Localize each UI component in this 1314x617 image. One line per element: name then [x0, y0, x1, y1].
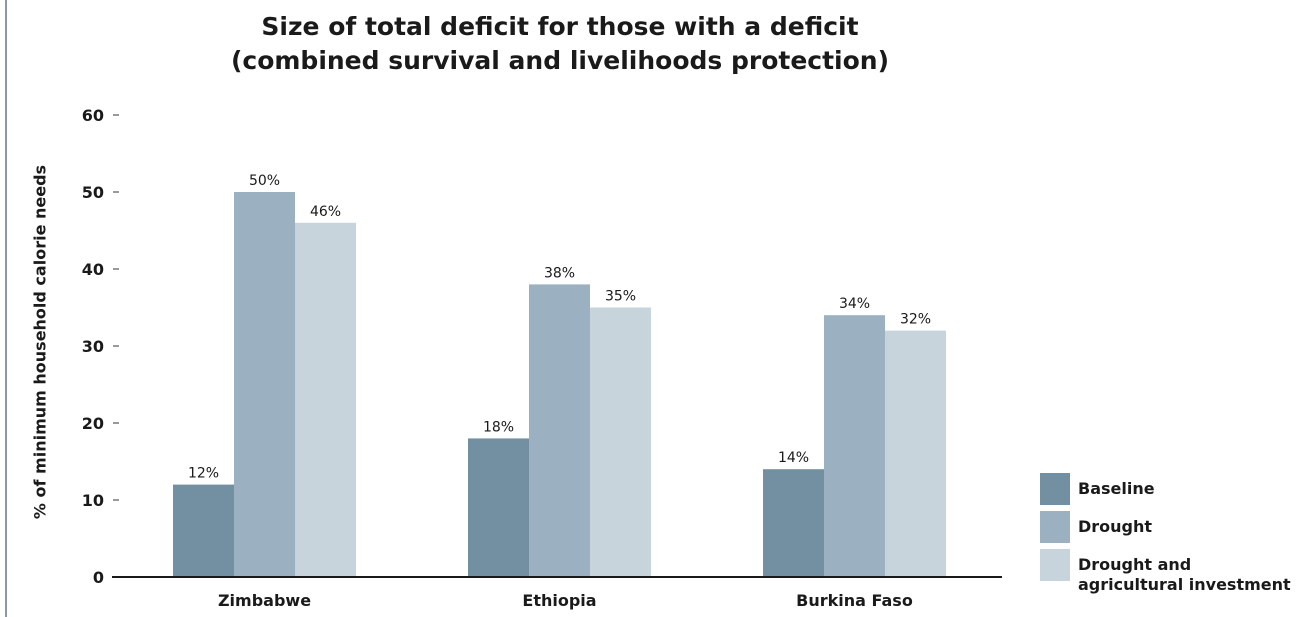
legend-item-baseline: Baseline — [1040, 473, 1310, 511]
bar-3-1 — [763, 469, 824, 577]
legend-swatch-baseline — [1040, 473, 1070, 505]
legend-item-drought-agri: Drought and agricultural investment — [1040, 549, 1310, 594]
legend-label-baseline: Baseline — [1078, 479, 1155, 498]
data-label-2-1: 18% — [483, 419, 514, 435]
bar-1-3 — [295, 222, 356, 578]
x-category-label-1: Zimbabwe — [218, 591, 311, 610]
data-label-3-3: 32% — [900, 312, 931, 328]
y-tick-label-60: 60 — [82, 106, 104, 125]
data-label-1-3: 46% — [310, 204, 341, 220]
chart-title: Size of total deficit for those with a d… — [0, 10, 1120, 78]
legend-label-drought: Drought — [1078, 517, 1153, 536]
legend-label-drought-agri-line-2: agricultural investment — [1078, 575, 1291, 594]
legend-swatch-drought — [1040, 511, 1070, 543]
chart-title-line-2: (combined survival and livelihoods prote… — [230, 46, 890, 75]
chart-title-line-1: Size of total deficit for those with a d… — [261, 12, 859, 41]
legend: Baseline Drought Drought and agricultura… — [1040, 473, 1310, 594]
legend-item-drought: Drought — [1040, 511, 1310, 549]
y-tick-label-20: 20 — [82, 414, 104, 433]
bar-2-2 — [529, 284, 590, 577]
data-label-2-2: 38% — [544, 265, 575, 281]
legend-swatch-drought-agri — [1040, 549, 1070, 581]
y-tick-label-30: 30 — [82, 337, 104, 356]
bar-2-1 — [468, 438, 529, 577]
data-label-3-2: 34% — [839, 296, 870, 312]
left-border-rule — [5, 0, 7, 617]
data-label-1-2: 50% — [249, 173, 280, 189]
data-label-1-1: 12% — [188, 466, 219, 482]
legend-label-drought-agri-line-1: Drought and — [1078, 555, 1192, 574]
legend-label-drought-agri: Drought and agricultural investment — [1078, 555, 1310, 595]
data-label-3-1: 14% — [778, 450, 809, 466]
bar-1-1 — [173, 484, 234, 577]
y-tick-label-10: 10 — [82, 491, 104, 510]
y-tick-label-0: 0 — [93, 568, 104, 587]
x-category-label-3: Burkina Faso — [796, 591, 913, 610]
data-label-2-3: 35% — [605, 289, 636, 305]
bar-2-3 — [590, 307, 651, 577]
y-tick-label-40: 40 — [82, 260, 104, 279]
y-tick-label-50: 50 — [82, 183, 104, 202]
bar-3-2 — [824, 315, 885, 577]
bar-3-3 — [885, 330, 946, 577]
bar-1-2 — [234, 192, 295, 577]
x-category-label-2: Ethiopia — [522, 591, 596, 610]
